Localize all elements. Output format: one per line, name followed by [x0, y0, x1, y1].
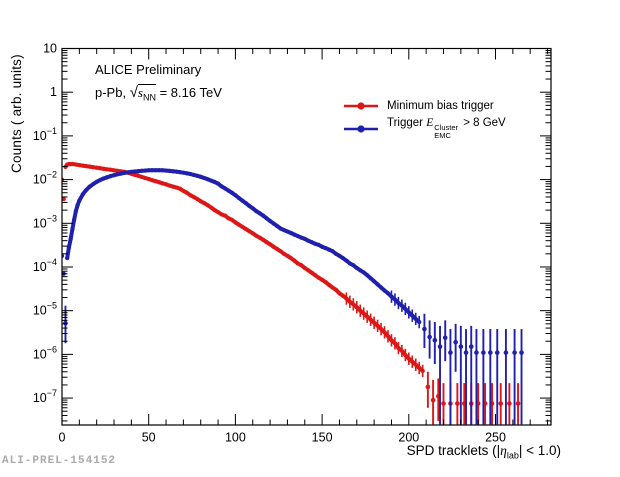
svg-text:10−6: 10−6	[33, 344, 57, 361]
svg-text:10: 10	[43, 42, 57, 56]
svg-text:10−7: 10−7	[33, 388, 57, 405]
legend-label-minbias: Minimum bias trigger	[387, 99, 494, 112]
svg-text:100: 100	[225, 431, 246, 445]
svg-text:0: 0	[59, 431, 66, 445]
svg-text:1: 1	[50, 85, 57, 99]
legend-item-minbias: Minimum bias trigger	[344, 97, 506, 114]
svg-text:10−3: 10−3	[33, 213, 57, 230]
svg-text:50: 50	[142, 431, 156, 445]
annotation-energy: p-Pb, √sNN = 8.16 TeV	[95, 84, 222, 103]
annotation-alice: ALICE Preliminary	[95, 62, 202, 77]
annotation-block: ALICE Preliminary p-Pb, √sNN = 8.16 TeV	[95, 58, 222, 110]
svg-text:10−5: 10−5	[33, 301, 57, 318]
svg-text:200: 200	[398, 431, 419, 445]
svg-text:10−4: 10−4	[33, 257, 57, 274]
sqrt-symbol: √	[129, 84, 138, 101]
y-axis-title: Counts ( arb. units)	[9, 54, 24, 173]
legend-marker-minbias	[344, 101, 378, 110]
svg-text:10−1: 10−1	[33, 126, 57, 143]
legend-marker-emc	[344, 124, 378, 133]
svg-text:150: 150	[312, 431, 333, 445]
svg-text:10−2: 10−2	[33, 170, 57, 187]
watermark-label: ALI-PREL-154152	[2, 455, 117, 467]
svg-text:250: 250	[485, 431, 506, 445]
legend: Minimum bias trigger Trigger E Cluster EMC…	[344, 97, 506, 143]
legend-item-emc: Trigger E Cluster EMC > 8 GeV	[344, 117, 506, 140]
legend-label-emc: Trigger E Cluster EMC > 8 GeV	[387, 117, 506, 140]
x-axis-title: SPD tracklets (|ηlab| < 1.0)	[406, 443, 561, 461]
